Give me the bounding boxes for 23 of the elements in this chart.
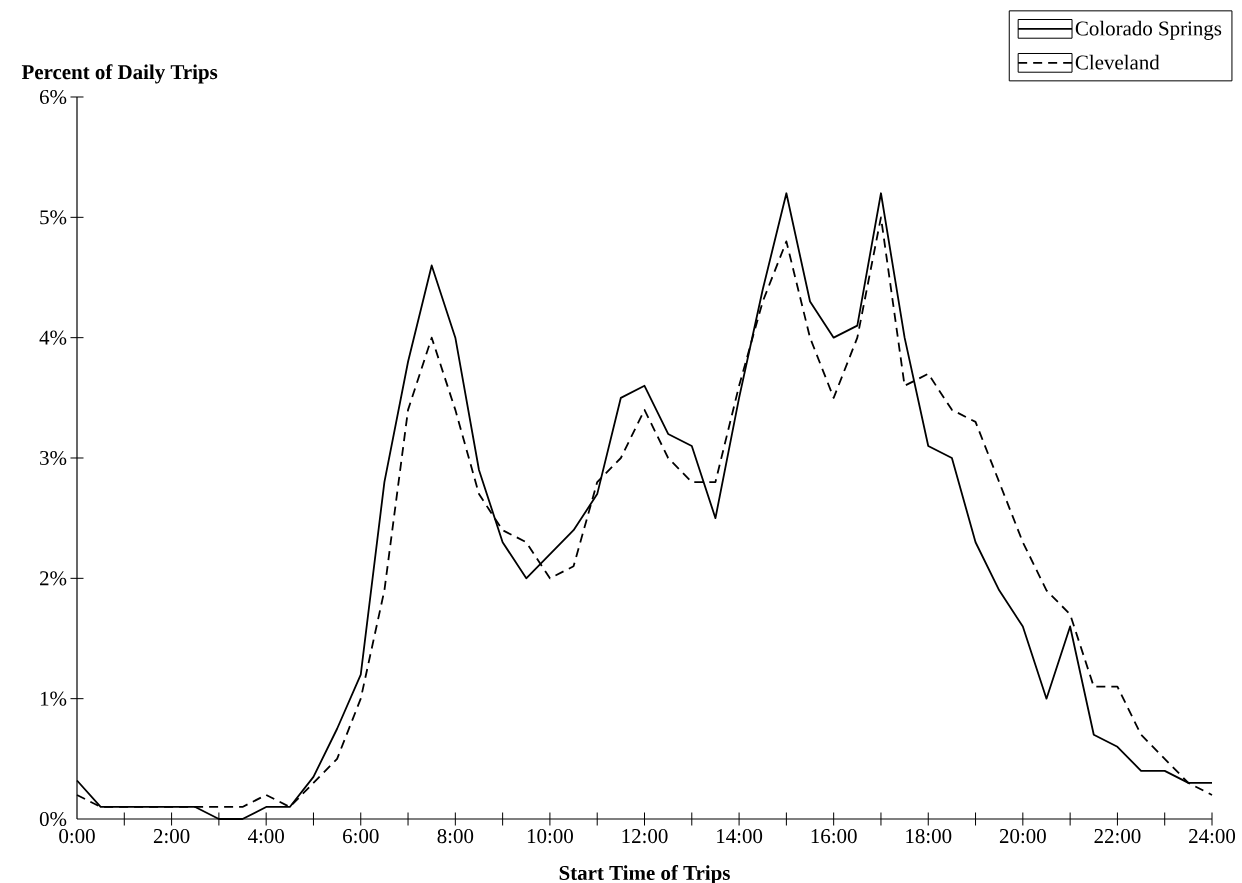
x-tick-label: 0:00	[59, 829, 95, 844]
x-tick-label: 12:00	[622, 829, 668, 844]
legend-label: Colorado Springs	[1075, 20, 1222, 40]
y-axis-title: Percent of Daily Trips	[21, 64, 218, 84]
x-tick-label: 14:00	[717, 829, 763, 844]
y-tick-label: 4%	[39, 330, 67, 345]
y-tick-label: 2%	[40, 571, 67, 586]
x-tick-label: 18:00	[906, 829, 952, 844]
x-tick-label: 4:00	[247, 829, 284, 844]
x-tick-label: 24:00	[1189, 829, 1236, 844]
y-tick-label: 1%	[40, 691, 67, 706]
x-tick-label: 8:00	[437, 829, 474, 844]
x-tick-label: 2:00	[153, 829, 190, 844]
x-tick-label: 20:00	[999, 829, 1046, 844]
x-tick-label: 6:00	[343, 829, 379, 844]
y-tick-label: 0%	[39, 811, 67, 827]
y-tick-label: 6%	[40, 89, 67, 105]
x-tick-label: 10:00	[527, 829, 573, 844]
x-tick-label: 22:00	[1094, 829, 1141, 844]
y-tick-label: 3%	[40, 450, 67, 466]
legend-label: Cleveland	[1075, 54, 1160, 70]
x-tick-label: 16:00	[811, 829, 857, 844]
y-tick-label: 5%	[40, 210, 67, 225]
